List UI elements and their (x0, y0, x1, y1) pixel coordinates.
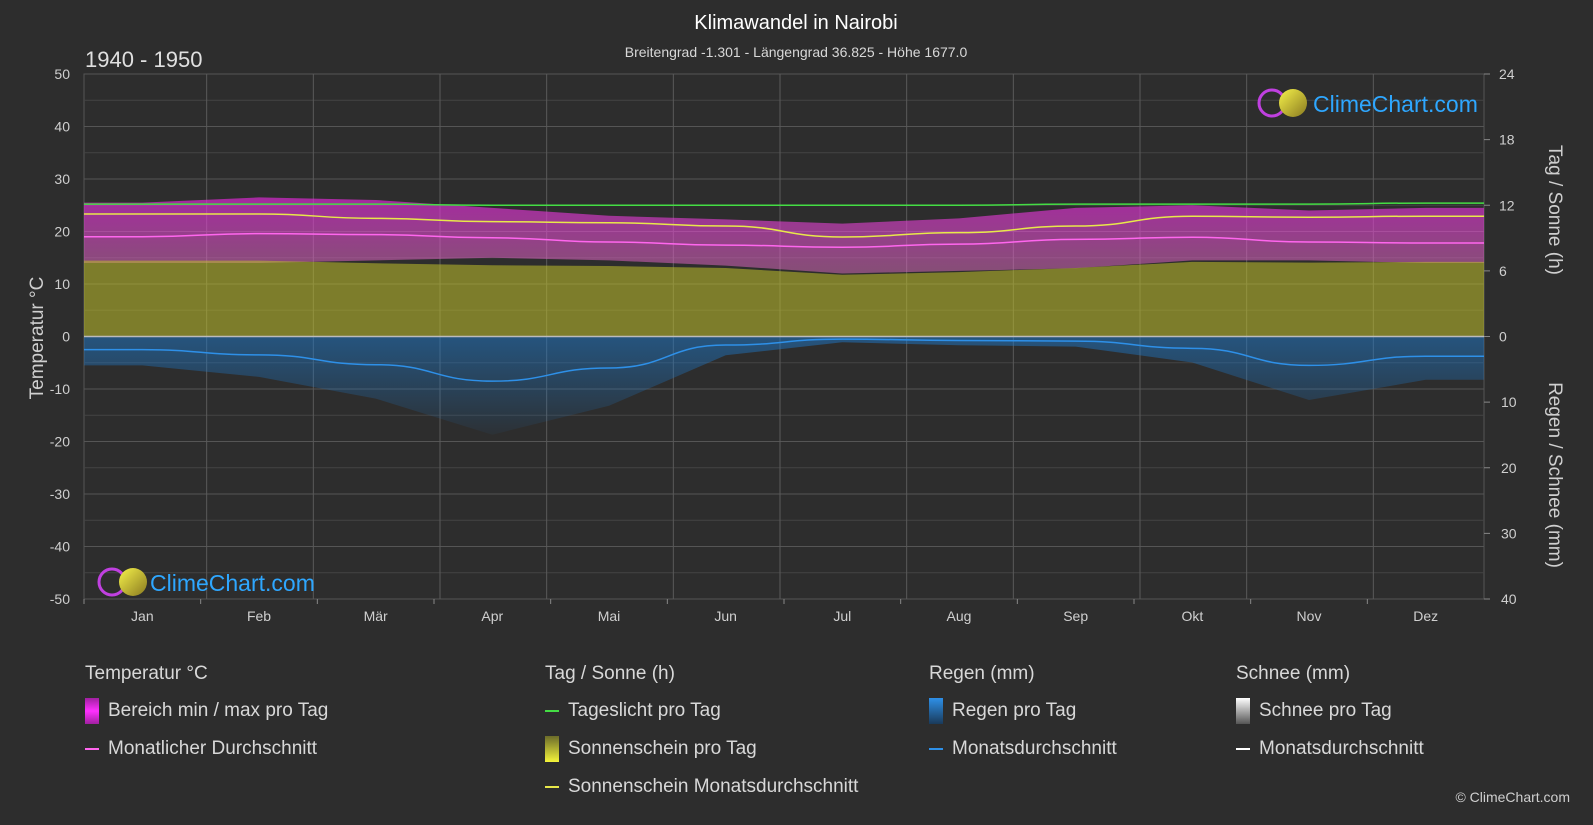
rain-swatch-icon (929, 698, 943, 724)
logo-top: ClimeChart.com (1257, 88, 1478, 118)
month-tick-label: Jul (833, 608, 851, 624)
logo-text-bottom: ClimeChart.com (150, 570, 315, 596)
rain-avg-line (83, 338, 1484, 382)
left-tick-label: 50 (54, 66, 70, 82)
right-top-tick-label: 24 (1499, 66, 1515, 82)
right-top-axis-title: Tag / Sonne (h) (1544, 145, 1565, 275)
legend-label-sunshine-avg: Sonnenschein Monatsdurchschnitt (568, 776, 859, 797)
rain-area (84, 336, 1484, 435)
legend-item-rain-avg: Monatsdurchschnitt (929, 736, 1117, 762)
sunshine-area (84, 260, 1484, 337)
daylight-line-icon (545, 710, 559, 712)
legend-sun: Tag / Sonne (h) Tageslicht pro Tag Sonne… (545, 662, 858, 812)
temperature-range-area (84, 197, 1484, 274)
legend-item-rain: Regen pro Tag (929, 698, 1117, 724)
logo-text-top: ClimeChart.com (1313, 91, 1478, 117)
right-top-tick-label: 6 (1499, 263, 1507, 279)
left-tick-label: 0 (62, 329, 70, 345)
right-bottom-tick-label: 20 (1501, 460, 1517, 476)
legend-item-temp-avg: Monatlicher Durchschnitt (85, 736, 328, 762)
month-tick-label: Aug (947, 608, 972, 624)
sunshine-avg-line-icon (545, 786, 559, 788)
right-top-tick-label: 12 (1499, 197, 1515, 213)
copyright: © ClimeChart.com (1455, 789, 1570, 805)
legend-title-sun: Tag / Sonne (h) (545, 663, 675, 684)
month-tick-label: Apr (481, 608, 503, 624)
month-tick-label: Okt (1181, 608, 1203, 624)
left-tick-label: 40 (54, 119, 70, 135)
month-tick-label: Mär (364, 608, 388, 624)
legend-label-snow: Schnee pro Tag (1259, 700, 1392, 721)
left-tick-label: -50 (50, 591, 70, 607)
left-axis-title: Temperatur °C (27, 277, 48, 400)
legend-label-daylight: Tageslicht pro Tag (568, 700, 721, 721)
logo-sun-icon (119, 568, 147, 596)
chart-title: Klimawandel in Nairobi (694, 12, 897, 34)
axis-ticks: 50 40 30 20 10 0 -10 -20 -30 -40 -50 24 18 12 6 0 10 20 30… (50, 66, 1517, 624)
legend-item-snow: Schnee pro Tag (1236, 698, 1424, 724)
legend-label-range: Bereich min / max pro Tag (108, 700, 329, 721)
legend-item-sunshine: Sonnenschein pro Tag (545, 736, 858, 762)
left-tick-label: 30 (54, 171, 70, 187)
legend-label-snow-avg: Monatsdurchschnitt (1259, 738, 1424, 759)
legend-item-daylight: Tageslicht pro Tag (545, 698, 858, 724)
right-top-tick-label: 18 (1499, 132, 1515, 148)
range-swatch-icon (85, 698, 99, 724)
right-top-tick-label: 0 (1499, 329, 1507, 345)
daylight-line (84, 202, 1484, 206)
month-tick-label: Feb (247, 608, 271, 624)
rain-fill-area (84, 336, 1484, 435)
legend-title-temperature: Temperatur °C (85, 663, 208, 684)
sunshine-swatch-icon (545, 736, 559, 762)
month-tick-label: Mai (598, 608, 621, 624)
legend-snow: Schnee (mm) Schnee pro Tag Monatsdurchsc… (1236, 662, 1424, 774)
legend-rain: Regen (mm) Regen pro Tag Monatsdurchschn… (929, 662, 1117, 774)
left-tick-label: -40 (50, 539, 70, 555)
left-tick-label: -10 (50, 381, 70, 397)
temperature-avg-line (84, 232, 1484, 249)
chart-subtitle: Breitengrad -1.301 - Längengrad 36.825 -… (625, 44, 968, 60)
period-label: 1940 - 1950 (85, 47, 202, 72)
legend-item-sunshine-avg: Sonnenschein Monatsdurchschnitt (545, 774, 858, 800)
right-bottom-tick-label: 30 (1501, 525, 1517, 541)
series-lines (83, 202, 1484, 382)
legend-title-rain: Regen (mm) (929, 663, 1035, 684)
snow-swatch-icon (1236, 698, 1250, 724)
right-bottom-tick-label: 40 (1501, 591, 1517, 607)
legend-title-snow: Schnee (mm) (1236, 663, 1351, 684)
sunshine-fill-area (84, 260, 1484, 337)
month-tick-label: Jan (131, 608, 154, 624)
month-tick-label: Nov (1297, 608, 1322, 624)
snow-avg-line-icon (1236, 748, 1250, 750)
left-tick-label: 10 (54, 276, 70, 292)
rain-avg-line-icon (929, 748, 943, 750)
left-tick-label: -20 (50, 434, 70, 450)
logo-bottom: ClimeChart.com (97, 567, 315, 597)
legend-label-temp-avg: Monatlicher Durchschnitt (108, 738, 318, 759)
month-tick-label: Jun (714, 608, 737, 624)
legend-label-sunshine: Sonnenschein pro Tag (568, 738, 757, 759)
legend-item-snow-avg: Monatsdurchschnitt (1236, 736, 1424, 762)
right-bottom-tick-label: 10 (1501, 394, 1517, 410)
legend-temperature: Temperatur °C Bereich min / max pro Tag … (85, 662, 328, 774)
right-bottom-axis-title: Regen / Schnee (mm) (1544, 382, 1565, 568)
legend-label-rain: Regen pro Tag (952, 700, 1077, 721)
month-tick-label: Dez (1413, 608, 1438, 624)
temp-avg-line-icon (85, 748, 99, 750)
legend-item-range: Bereich min / max pro Tag (85, 698, 328, 724)
sunshine-avg-line (84, 213, 1484, 238)
legend-label-rain-avg: Monatsdurchschnitt (952, 738, 1117, 759)
left-tick-label: -30 (50, 486, 70, 502)
left-tick-label: 20 (54, 224, 70, 240)
logo-sun-icon (1279, 89, 1307, 117)
month-tick-label: Sep (1063, 608, 1088, 624)
temperature-range-band (84, 197, 1484, 274)
